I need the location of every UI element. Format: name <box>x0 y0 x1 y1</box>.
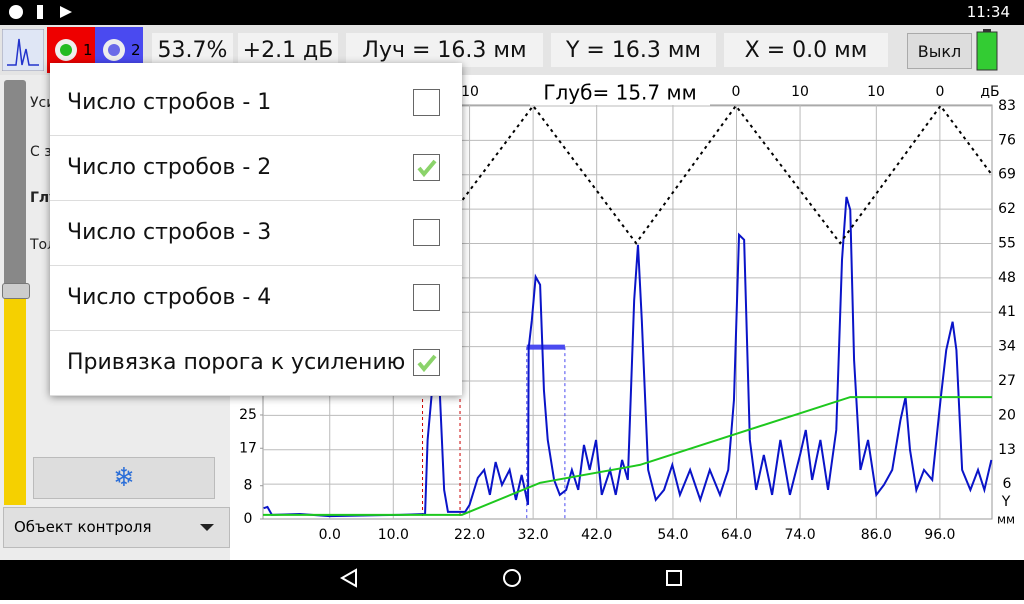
x-axis-label: Y <box>1001 494 1011 510</box>
y2-tick-label: 20 <box>998 407 1016 423</box>
y2-tick-label: 62 <box>998 201 1016 217</box>
y2-tick-label: 48 <box>998 270 1016 286</box>
y2-tick-label: 13 <box>998 442 1016 458</box>
x-tick-label: 22.0 <box>454 527 485 543</box>
gain-db: +2.1 дБ <box>238 33 338 67</box>
y-tick-label: 17 <box>239 440 257 456</box>
gates-menu: Число стробов - 1 Число стробов - 2 Число … <box>50 63 462 396</box>
y2-tick-label: 83 <box>998 98 1016 114</box>
menu-label: Число стробов - 3 <box>67 220 272 245</box>
checkbox[interactable] <box>413 89 440 116</box>
menu-item[interactable]: Число стробов - 1 <box>50 70 462 136</box>
x-value: X = 0.0 мм <box>724 33 888 67</box>
off-button[interactable]: Выкл <box>907 33 972 69</box>
menu-label: Число стробов - 2 <box>67 155 272 180</box>
x-tick-label: 32.0 <box>518 527 549 543</box>
x-axis-unit: мм <box>997 513 1015 527</box>
top-scale-label: 10 <box>791 84 809 100</box>
menu-item[interactable]: Число стробов - 3 <box>50 200 462 266</box>
battery <box>976 29 998 71</box>
beam: Луч = 16.3 мм <box>346 33 543 67</box>
y2-tick-label: 27 <box>998 373 1016 389</box>
top-scale-label: 0 <box>936 84 945 100</box>
checkbox[interactable] <box>413 219 440 246</box>
x-tick-label: 10.0 <box>378 527 409 543</box>
select-text: Объект контроля <box>14 518 152 536</box>
slider-thumb[interactable] <box>2 283 30 299</box>
side-label: Уси <box>30 95 56 111</box>
x-tick-label: 0.0 <box>319 527 341 543</box>
series-line <box>263 396 992 516</box>
checkbox[interactable] <box>413 154 440 181</box>
top-scale-label: 0 <box>732 84 741 100</box>
side-label: С з <box>30 144 52 160</box>
checkbox[interactable] <box>413 349 440 376</box>
object-select[interactable]: Объект контроля <box>3 507 230 548</box>
check-mark <box>417 354 437 373</box>
y-value: Y = 16.3 мм <box>551 33 716 67</box>
slider-fill <box>4 295 26 505</box>
gain-percent: 53.7% <box>152 33 233 67</box>
top-scale-label: 10 <box>461 84 479 100</box>
y2-tick-label: 41 <box>998 304 1016 320</box>
menu-item[interactable]: Число стробов - 4 <box>50 265 462 331</box>
y2-tick-label: 69 <box>998 167 1016 183</box>
x-tick-label: 54.0 <box>657 527 688 543</box>
y2-tick-label: 6 <box>1003 476 1012 492</box>
menu-label: Число стробов - 1 <box>67 90 272 115</box>
series-line <box>263 196 993 518</box>
top-scale-label: 10 <box>867 84 885 100</box>
status-bar: 11:34 <box>0 0 1024 25</box>
side-label: Тол <box>30 237 57 253</box>
channel-label: 2 <box>131 41 141 59</box>
x-tick-label: 42.0 <box>581 527 612 543</box>
x-tick-label: 96.0 <box>924 527 955 543</box>
menu-label: Число стробов - 4 <box>67 285 272 310</box>
depth-annotation: Глуб= 15.7 мм <box>543 81 696 105</box>
freeze-button[interactable]: ❄ <box>33 457 215 499</box>
x-tick-label: 86.0 <box>861 527 892 543</box>
status-icons <box>9 5 72 19</box>
y2-tick-label: 34 <box>998 339 1016 355</box>
menu-label: Привязка порога к усилению <box>67 350 406 375</box>
check-mark <box>417 159 437 178</box>
y2-tick-label: 55 <box>998 235 1016 251</box>
y2-tick-label: 76 <box>998 132 1016 148</box>
channel-label: 1 <box>83 41 93 59</box>
y-tick-label: 8 <box>244 478 253 494</box>
top-scale-label: дБ <box>980 84 999 100</box>
x-tick-label: 64.0 <box>721 527 752 543</box>
scope-chart: Глуб= 15.7 мм Y мм 0.0 10.0 22.0 32.0 42.0 54… <box>239 80 1016 543</box>
y-tick-label: 0 <box>244 511 253 527</box>
checkbox[interactable] <box>413 284 440 311</box>
nav-bar <box>0 560 1024 600</box>
menu-item[interactable]: Число стробов - 2 <box>50 135 462 201</box>
scope-icon[interactable] <box>2 29 44 71</box>
x-tick-label: 74.0 <box>784 527 815 543</box>
clock: 11:34 <box>966 3 1010 21</box>
y-tick-label: 25 <box>239 407 257 423</box>
menu-item[interactable]: Привязка порога к усилению <box>50 330 462 396</box>
